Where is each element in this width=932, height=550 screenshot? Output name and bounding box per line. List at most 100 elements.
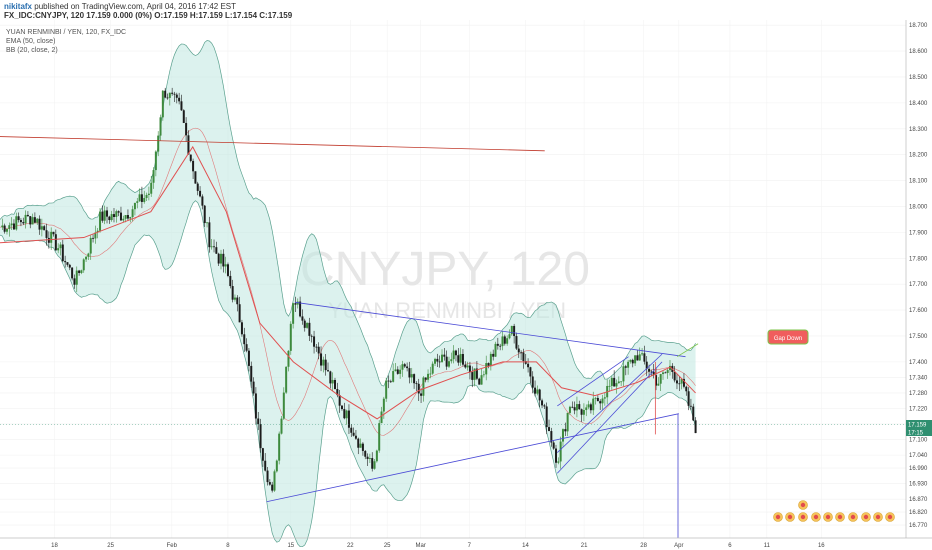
candle-body [489,353,492,366]
candle-body [575,404,578,411]
candle-body [336,389,339,396]
candle-body [499,345,502,347]
candle-body [664,372,667,374]
candle-body [299,301,302,317]
candle-body [220,253,223,264]
event-icon-dot [787,514,793,520]
y-tick-label: 17.800 [909,256,928,262]
candle-body [394,369,397,372]
candle-body [250,365,253,382]
candle-body [464,364,467,368]
candle-body [92,237,95,239]
candle-body [434,358,437,364]
y-tick-label: 17.100 [909,438,928,444]
candle-body [494,343,497,357]
ohlc-info: FX_IDC:CNYJPY, 120 17.159 0.000 (0%) O:1… [4,11,293,20]
event-icon-dot [825,514,831,520]
candle-body [131,209,134,218]
candle-body [182,110,185,123]
candle-body [82,259,85,271]
candle-body [501,336,504,347]
candle-body [613,377,616,387]
bb-basis [0,127,696,436]
candle-body [624,366,627,368]
candle-body [599,401,602,404]
candle-body [308,322,311,336]
price-axis: 18.700 18.600 18.500 18.400 18.300 18.200 18.1… [905,20,932,538]
chart-header: nikitafx published on TradingView.com, A… [0,0,932,20]
candle-body [196,183,199,191]
candle-body [122,218,125,221]
candle-body [147,193,150,195]
x-tick-label: 8 [226,543,230,549]
candle-body [610,377,613,386]
price-axis-bg [906,20,932,538]
candle-body [408,368,411,378]
candle-body [119,212,122,221]
candle-body [371,458,374,469]
candle-body [333,379,336,390]
candle-body [548,427,551,432]
candle-body [399,369,402,374]
candle-body [161,90,164,118]
candle-body [24,214,27,224]
candle-body [622,366,625,382]
gap-down-annotation: Gap Down [767,329,809,345]
candle-body [271,484,274,491]
legend-bb: BB (20, close, 2) [6,47,58,54]
candle-body [580,409,583,415]
y-tick-label: 16.870 [909,497,928,503]
candle-body [662,372,665,375]
candle-body [106,210,109,217]
price-labels: 17.159 17:15 [906,420,932,437]
candle-body [173,93,176,95]
y-tick-label: 17.500 [909,334,928,340]
candle-body [443,354,446,357]
x-tick-label: 21 [581,543,588,549]
candle-body [648,368,651,372]
y-tick-label: 17.340 [909,375,928,381]
candle-body [375,450,378,462]
y-tick-label: 17.040 [909,453,928,459]
candle-body [520,352,523,354]
countdown-label: 17:15 [908,431,924,437]
candle-body [578,404,581,410]
candle-body [503,336,506,344]
candle-body [331,379,334,384]
candle-body [66,262,69,265]
candle-body [268,482,271,485]
event-icon-dot [850,514,856,520]
candle-body [638,354,641,361]
candle-body [80,270,83,273]
candle-body [306,322,309,328]
candle-body [587,404,590,408]
candle-body [441,354,444,362]
candle-body [457,355,460,363]
candle-body [666,370,669,373]
candle-body [517,348,520,353]
candle-body [103,210,106,221]
author-name[interactable]: nikitafx [4,2,33,11]
candle-body [673,371,676,381]
y-tick-label: 17.900 [909,230,928,236]
candle-body [557,461,560,463]
x-tick-label: 25 [384,543,391,549]
candle-body [208,222,211,248]
x-tick-label: 16 [818,543,825,549]
candle-body [436,358,439,362]
x-tick-label: 15 [287,543,294,549]
candle-body [8,225,11,230]
candle-body [1,225,4,228]
bb-fill [0,40,696,547]
candle-body [89,237,92,254]
y-tick-label: 18.500 [909,75,928,81]
candle-body [589,404,592,411]
candle-body [310,335,313,337]
candle-body [347,410,350,428]
candle-body [506,338,509,344]
candle-body [385,380,388,399]
candle-body [192,160,195,172]
candle-body [126,215,129,219]
event-icon-dot [875,514,881,520]
